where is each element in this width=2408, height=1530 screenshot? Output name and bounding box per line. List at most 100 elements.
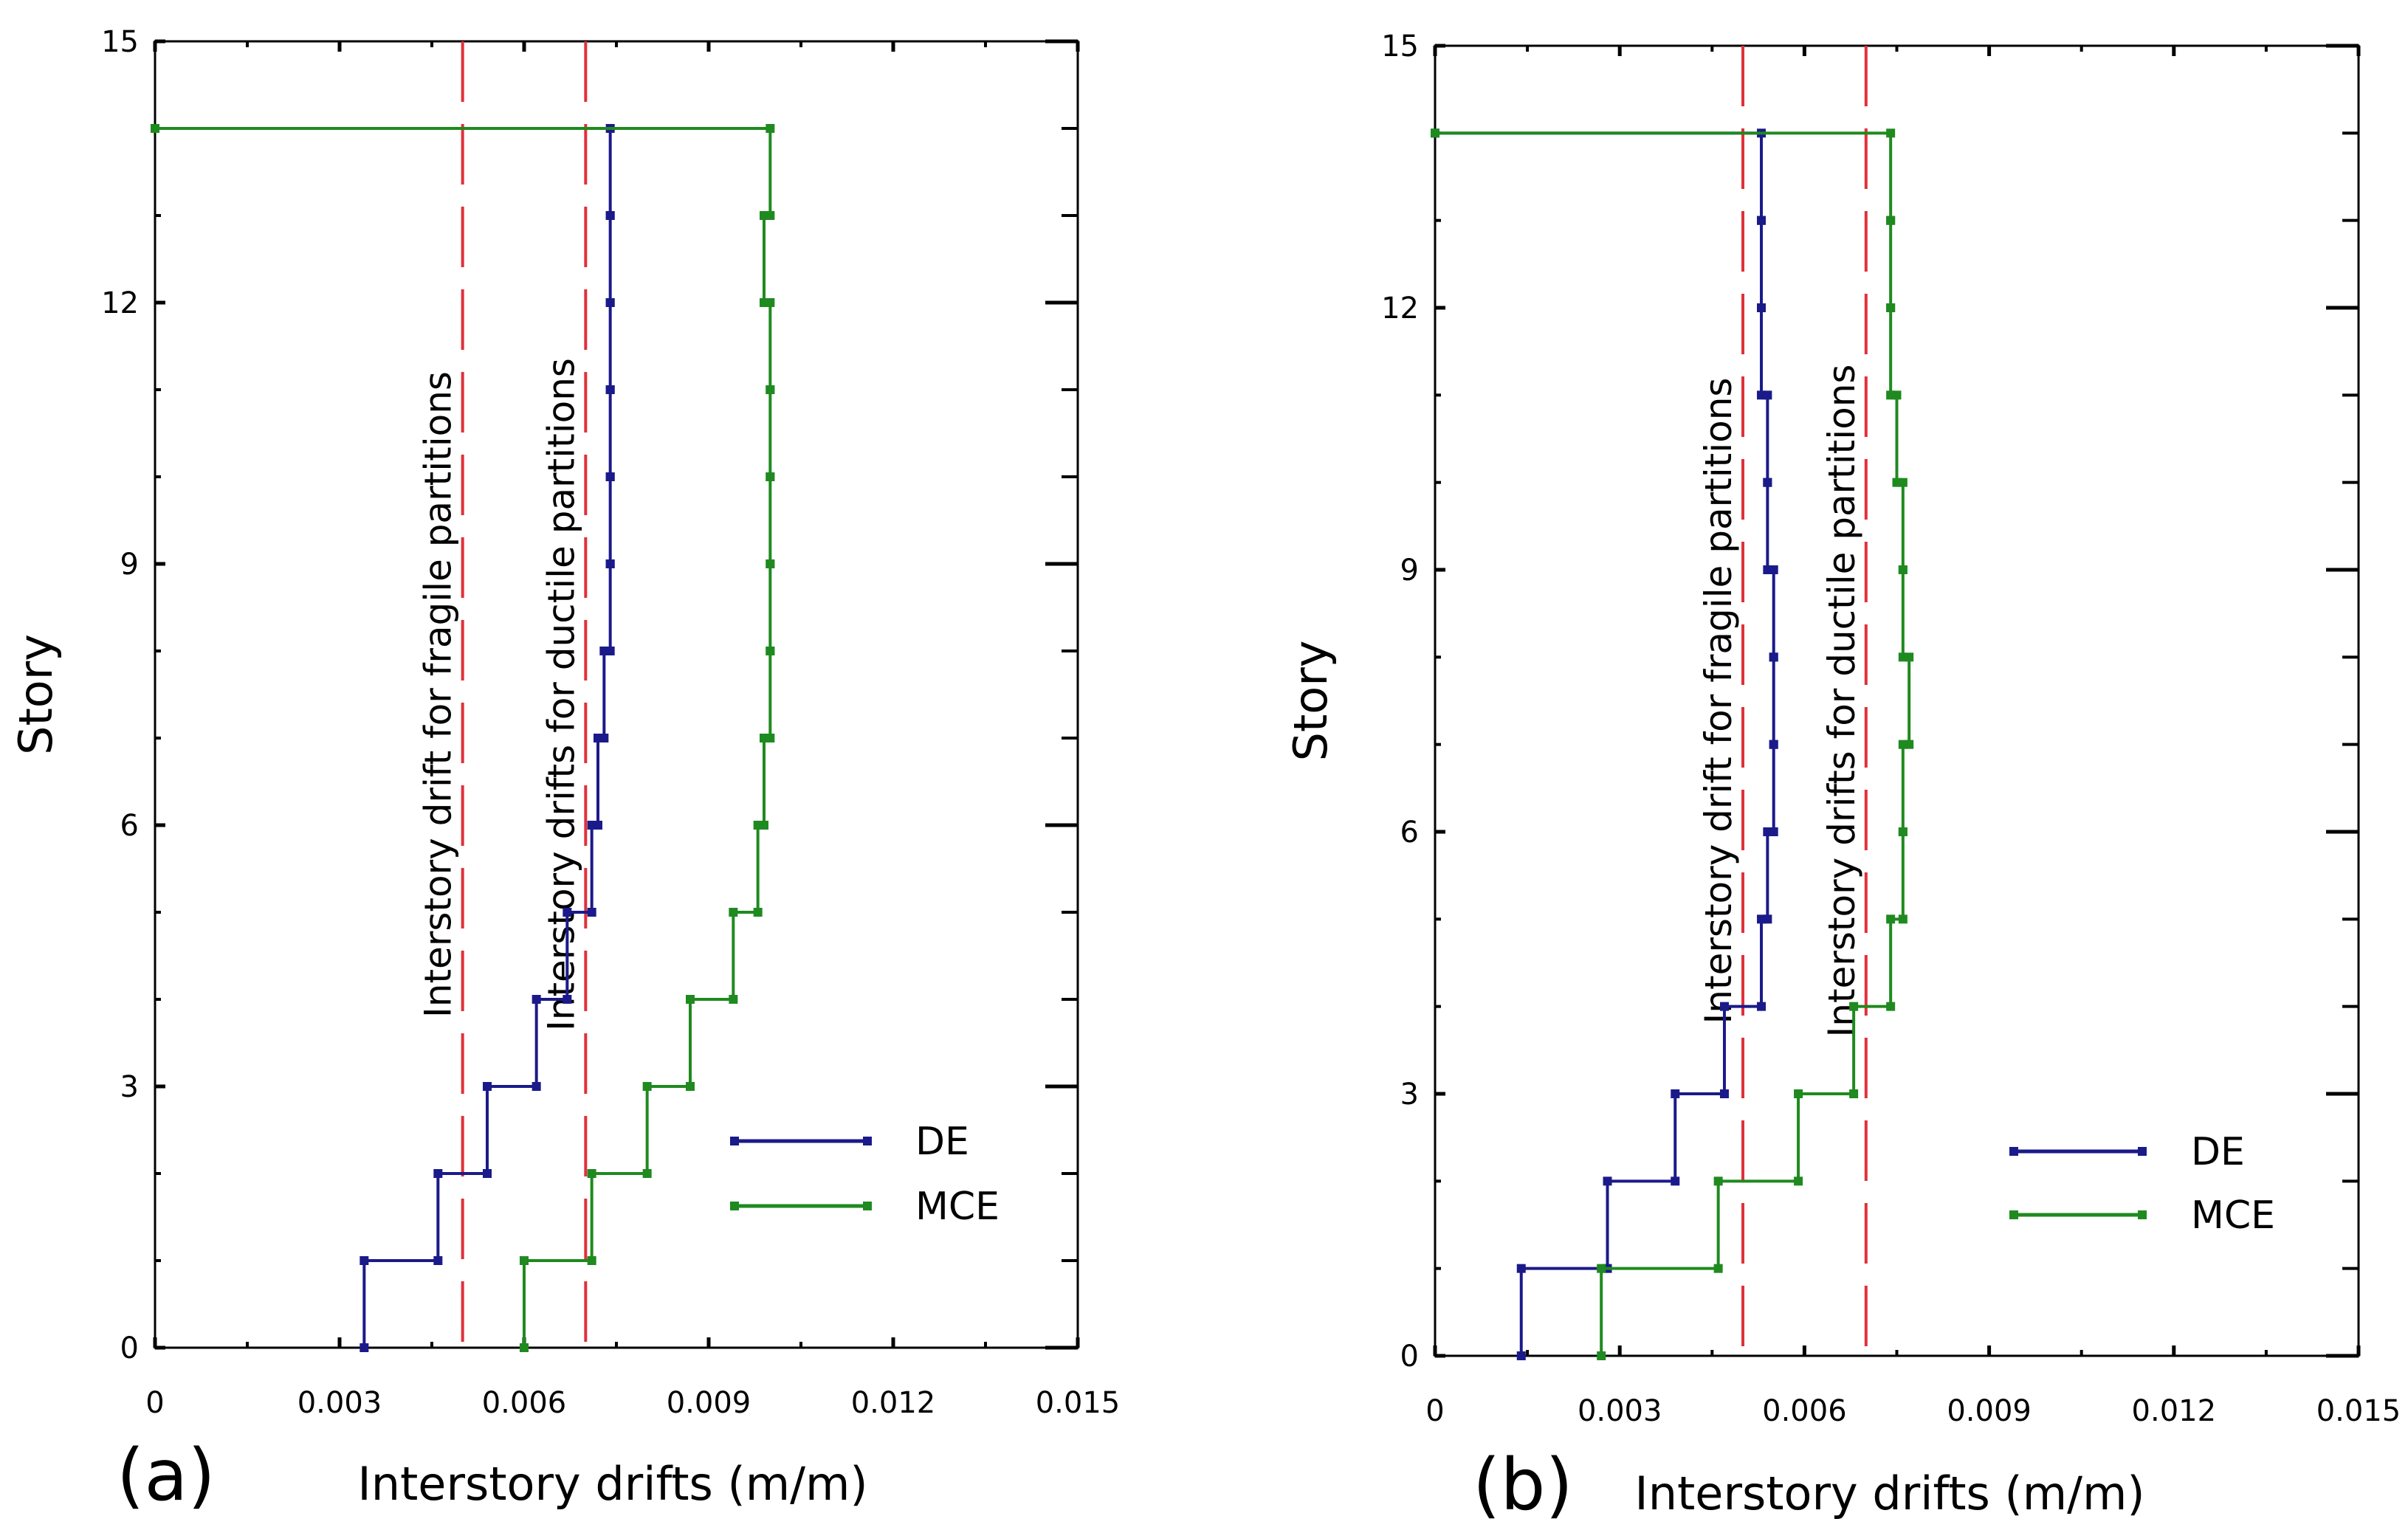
y-tick-label: 6	[1400, 816, 1419, 850]
y-axis-title: Story	[1284, 641, 1338, 762]
legend-marker	[2009, 1147, 2018, 1156]
x-tick-label: 0	[1425, 1394, 1444, 1428]
x-tick-label: 0.009	[667, 1386, 751, 1420]
data-point-de	[605, 647, 615, 655]
data-point-mce	[1849, 1089, 1859, 1098]
data-point-de	[1769, 827, 1778, 836]
data-point-de	[1516, 1351, 1526, 1360]
x-tick-label: 0.003	[1578, 1394, 1662, 1428]
data-point-de	[563, 995, 572, 1004]
data-point-de	[1763, 914, 1772, 924]
y-tick-label: 9	[120, 548, 139, 582]
data-point-mce	[1597, 1264, 1606, 1273]
legend-marker	[730, 1137, 739, 1145]
y-tick-label: 0	[1400, 1340, 1419, 1374]
data-point-mce	[1905, 740, 1914, 749]
data-point-mce	[1898, 565, 1908, 574]
data-point-mce	[1794, 1176, 1803, 1186]
data-point-de	[587, 908, 596, 917]
x-tick-label: 0	[145, 1386, 164, 1420]
data-point-mce	[1886, 303, 1896, 312]
x-tick-label: 0.012	[2132, 1394, 2217, 1428]
data-point-de	[433, 1256, 443, 1265]
y-tick-label: 0	[120, 1331, 139, 1365]
x-tick-label: 0.006	[1762, 1394, 1847, 1428]
x-axis-title: Interstory drifts (m/m)	[357, 1457, 867, 1511]
legend-label: MCE	[2191, 1193, 2275, 1238]
data-point-mce	[642, 1082, 652, 1091]
data-point-mce	[766, 647, 775, 655]
data-point-mce	[1886, 1002, 1896, 1011]
data-point-de	[532, 1082, 541, 1091]
data-point-mce	[520, 1256, 529, 1265]
data-point-mce	[151, 124, 159, 133]
data-point-de	[1671, 1089, 1680, 1098]
x-axis-title: Interstory drifts (m/m)	[1634, 1467, 2144, 1520]
legend-marker	[863, 1137, 872, 1145]
data-point-de	[483, 1082, 492, 1091]
data-point-mce	[1886, 390, 1896, 400]
data-point-mce	[1849, 1002, 1859, 1011]
data-point-de	[605, 298, 615, 307]
data-point-de	[1671, 1176, 1680, 1186]
data-point-de	[1603, 1176, 1612, 1186]
data-point-mce	[642, 1169, 652, 1178]
legend-label: MCE	[915, 1185, 1000, 1229]
data-point-mce	[520, 1343, 529, 1352]
legend-marker	[2138, 1147, 2147, 1156]
data-point-de	[1516, 1264, 1526, 1273]
data-point-mce	[1898, 827, 1908, 836]
data-point-de	[1719, 1002, 1729, 1011]
x-tick-label: 0.012	[851, 1386, 936, 1420]
data-point-mce	[766, 472, 775, 481]
data-point-mce	[1886, 216, 1896, 225]
data-point-mce	[766, 124, 775, 133]
data-point-mce	[729, 908, 738, 917]
data-point-mce	[766, 734, 775, 742]
data-point-mce	[1431, 128, 1439, 138]
y-axis-title: Story	[9, 634, 63, 755]
x-tick-label: 0.003	[297, 1386, 382, 1420]
data-point-de	[360, 1256, 369, 1265]
panel-b-chart: 0 0.003 0.006 0.009 0.012 0.015 0 3 6 9 12 15 Inters…	[1284, 30, 2401, 1526]
data-point-mce	[766, 211, 775, 220]
legend-label: DE	[2191, 1130, 2245, 1174]
data-point-mce	[753, 908, 763, 917]
legend-marker	[863, 1202, 872, 1210]
data-point-mce	[766, 559, 775, 568]
x-tick-label: 0.015	[1036, 1386, 1121, 1420]
data-point-mce	[1898, 652, 1908, 662]
y-tick-label: 3	[120, 1070, 139, 1104]
data-point-de	[605, 385, 615, 394]
x-tick-label: 0.006	[482, 1386, 567, 1420]
data-point-de	[433, 1169, 443, 1178]
data-point-de	[360, 1343, 369, 1352]
data-point-mce	[1898, 914, 1908, 924]
data-point-de	[1757, 1002, 1767, 1011]
data-point-de	[605, 211, 615, 220]
data-point-mce	[1597, 1351, 1606, 1360]
reference-line-label: Interstory drifts for ductile partitions	[540, 358, 582, 1031]
data-point-mce	[729, 995, 738, 1004]
panel-label: (b)	[1473, 1444, 1573, 1526]
data-point-de	[599, 734, 609, 742]
data-point-de	[605, 559, 615, 568]
legend-label: DE	[915, 1120, 969, 1164]
data-point-de	[594, 821, 602, 830]
x-tick-label: 0.009	[1947, 1394, 2032, 1428]
x-tick-label: 0.015	[2316, 1394, 2401, 1428]
reference-line-label: Interstory drift for fragile partitions	[1697, 378, 1740, 1024]
reference-line-label: Interstory drifts for ductile partitions	[1820, 365, 1863, 1038]
data-point-mce	[686, 995, 695, 1004]
data-point-mce	[1713, 1176, 1723, 1186]
legend-marker	[730, 1202, 739, 1210]
reference-line-label: Interstory drift for fragile partitions	[417, 371, 460, 1018]
y-tick-label: 6	[120, 809, 139, 843]
data-point-de	[1769, 740, 1778, 749]
data-point-de	[1763, 478, 1772, 487]
data-point-de	[1757, 390, 1767, 400]
data-point-mce	[1892, 478, 1902, 487]
y-tick-label: 12	[101, 286, 139, 320]
data-point-de	[605, 472, 615, 481]
